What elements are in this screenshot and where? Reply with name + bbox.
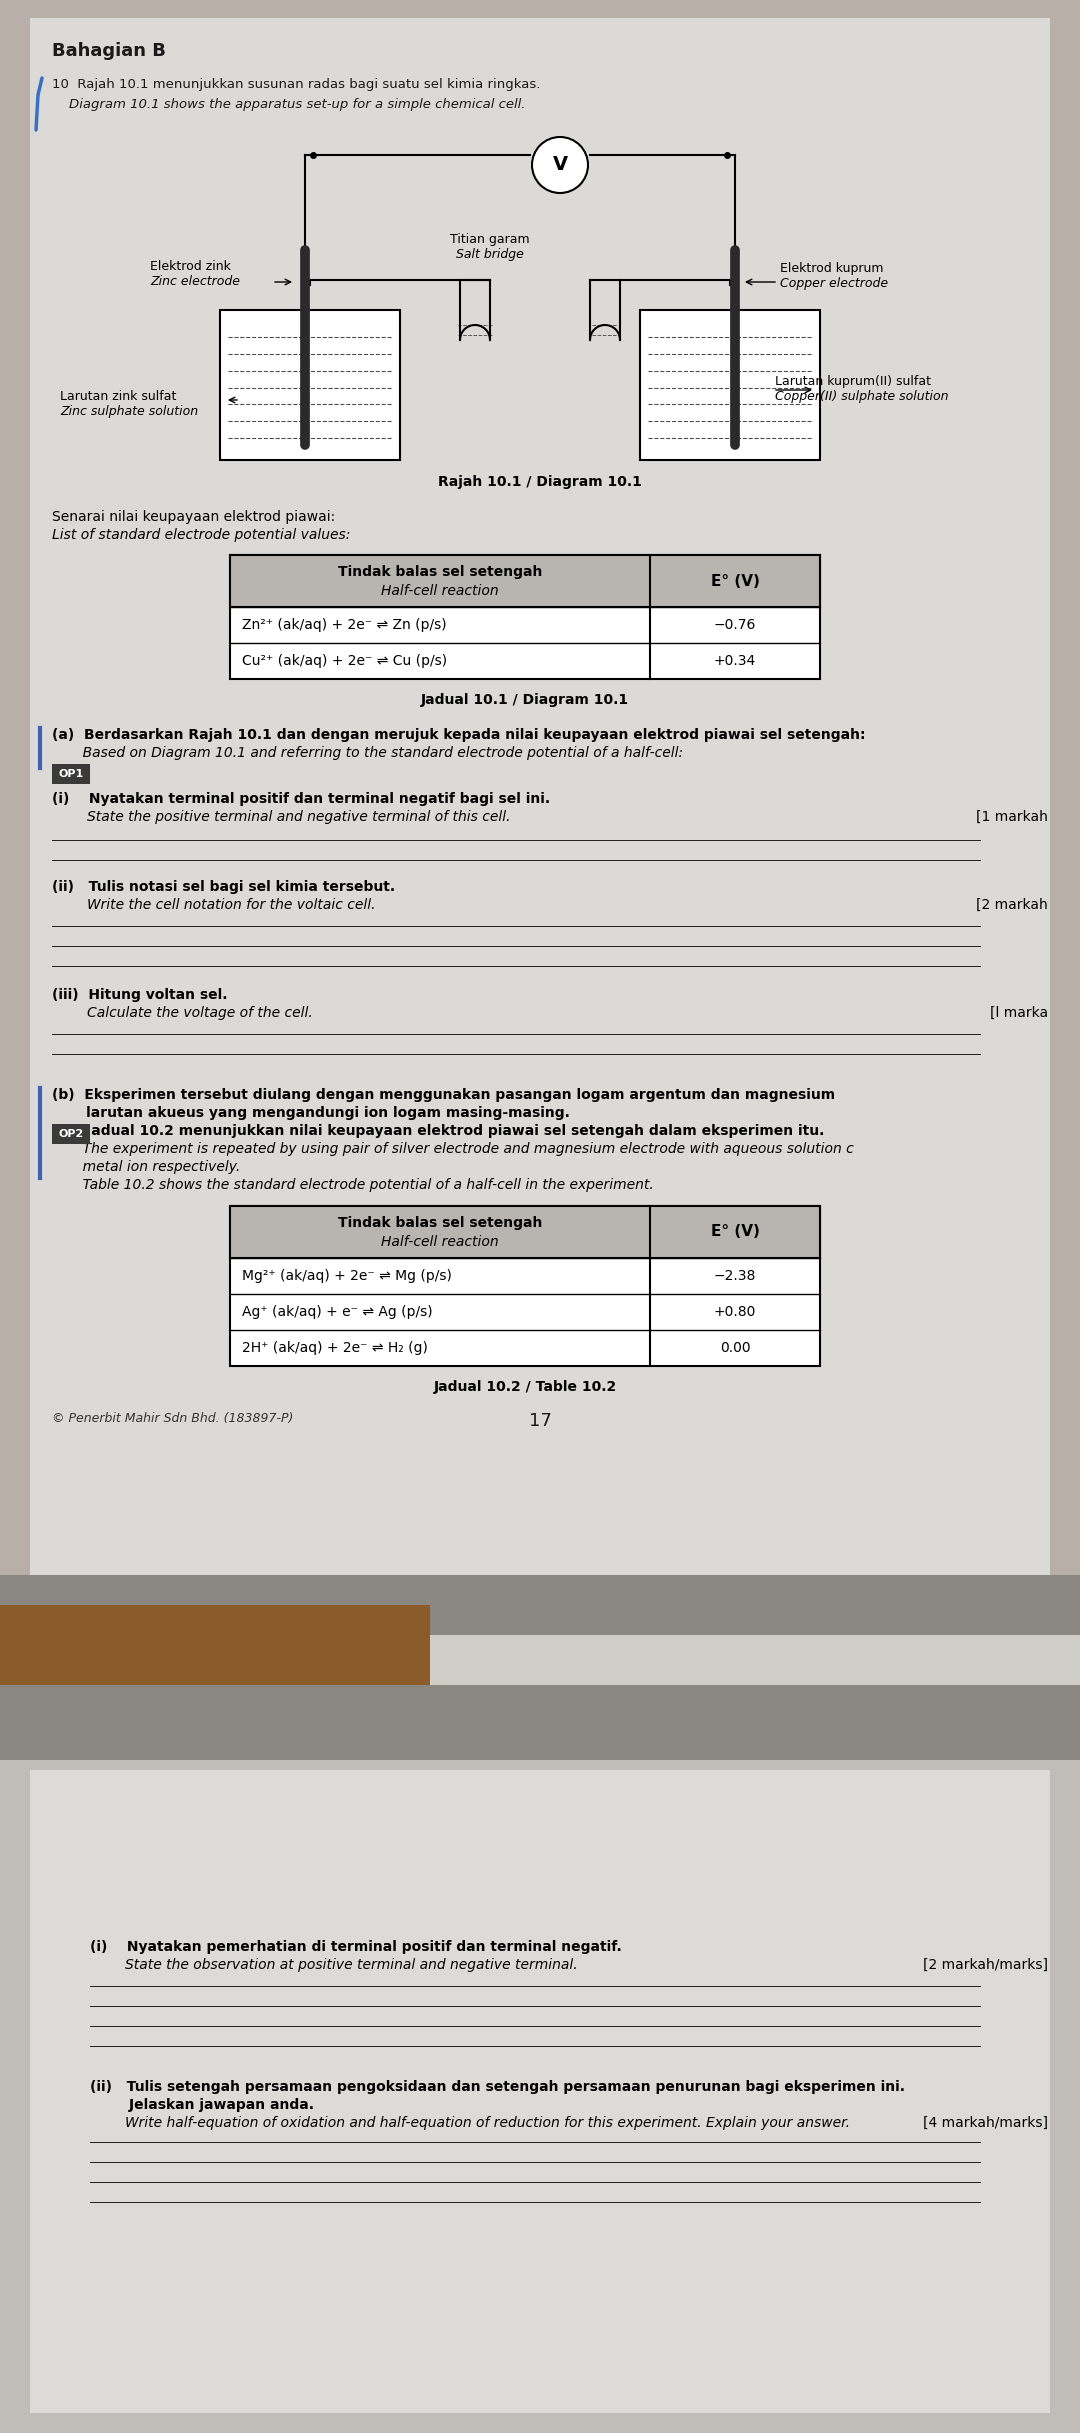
Text: OP2: OP2 xyxy=(58,1129,83,1139)
Text: Calculate the voltage of the cell.: Calculate the voltage of the cell. xyxy=(52,1005,313,1019)
Text: E° (V): E° (V) xyxy=(711,574,759,589)
Text: Tindak balas sel setengah: Tindak balas sel setengah xyxy=(338,564,542,579)
Text: Half-cell reaction: Half-cell reaction xyxy=(381,1236,499,1248)
Text: Ag⁺ (ak/aq) + e⁻ ⇌ Ag (p/s): Ag⁺ (ak/aq) + e⁻ ⇌ Ag (p/s) xyxy=(242,1304,433,1319)
Bar xyxy=(0,1574,1080,1759)
Text: [l marka: [l marka xyxy=(990,1005,1048,1019)
Text: Elektrod kuprum: Elektrod kuprum xyxy=(780,263,883,275)
Text: Larutan kuprum(II) sulfat: Larutan kuprum(II) sulfat xyxy=(775,375,931,387)
Text: State the positive terminal and negative terminal of this cell.: State the positive terminal and negative… xyxy=(52,810,511,825)
Text: larutan akueus yang mengandungi ion logam masing-masing.: larutan akueus yang mengandungi ion loga… xyxy=(52,1107,570,1119)
Circle shape xyxy=(532,136,588,192)
Text: (i)    Nyatakan pemerhatian di terminal positif dan terminal negatif.: (i) Nyatakan pemerhatian di terminal pos… xyxy=(90,1939,622,1954)
Text: Titian garam: Titian garam xyxy=(450,234,530,246)
Text: 10  Rajah 10.1 menunjukkan susunan radas bagi suatu sel kimia ringkas.: 10 Rajah 10.1 menunjukkan susunan radas … xyxy=(52,78,540,90)
Text: E° (V): E° (V) xyxy=(711,1224,759,1238)
Bar xyxy=(30,17,1050,1579)
Bar xyxy=(430,1635,1080,1686)
Text: The experiment is repeated by using pair of silver electrode and magnesium elect: The experiment is repeated by using pair… xyxy=(52,1141,854,1156)
Bar xyxy=(0,1759,1080,2433)
Text: 0.00: 0.00 xyxy=(719,1341,751,1355)
Text: V: V xyxy=(553,156,568,175)
Text: Jadual 10.2 menunjukkan nilai keupayaan elektrod piawai sel setengah dalam ekspe: Jadual 10.2 menunjukkan nilai keupayaan … xyxy=(52,1124,824,1139)
Text: State the observation at positive terminal and negative terminal.: State the observation at positive termin… xyxy=(90,1959,578,1973)
Text: (a)  Berdasarkan Rajah 10.1 dan dengan merujuk kepada nilai keupayaan elektrod p: (a) Berdasarkan Rajah 10.1 dan dengan me… xyxy=(52,727,865,742)
Text: Senarai nilai keupayaan elektrod piawai:: Senarai nilai keupayaan elektrod piawai: xyxy=(52,511,335,523)
Text: 17: 17 xyxy=(528,1411,552,1431)
Text: Rajah 10.1 / Diagram 10.1: Rajah 10.1 / Diagram 10.1 xyxy=(438,474,642,489)
Text: OP1: OP1 xyxy=(58,769,83,779)
Text: Based on Diagram 10.1 and referring to the standard electrode potential of a hal: Based on Diagram 10.1 and referring to t… xyxy=(52,747,684,759)
Text: Zinc sulphate solution: Zinc sulphate solution xyxy=(60,404,198,418)
Text: Cu²⁺ (ak/aq) + 2e⁻ ⇌ Cu (p/s): Cu²⁺ (ak/aq) + 2e⁻ ⇌ Cu (p/s) xyxy=(242,654,447,669)
Text: +0.80: +0.80 xyxy=(714,1304,756,1319)
Text: (i)    Nyatakan terminal positif dan terminal negatif bagi sel ini.: (i) Nyatakan terminal positif dan termin… xyxy=(52,793,550,805)
Text: 2H⁺ (ak/aq) + 2e⁻ ⇌ H₂ (g): 2H⁺ (ak/aq) + 2e⁻ ⇌ H₂ (g) xyxy=(242,1341,428,1355)
Text: (ii)   Tulis notasi sel bagi sel kimia tersebut.: (ii) Tulis notasi sel bagi sel kimia ter… xyxy=(52,881,395,893)
Bar xyxy=(0,1606,430,1686)
Text: Elektrod zink: Elektrod zink xyxy=(150,260,231,272)
Bar xyxy=(0,0,1080,1591)
Text: Jadual 10.1 / Diagram 10.1: Jadual 10.1 / Diagram 10.1 xyxy=(421,693,629,708)
Text: Larutan zink sulfat: Larutan zink sulfat xyxy=(60,389,176,404)
Bar xyxy=(230,555,820,679)
Bar xyxy=(230,1207,820,1365)
Text: Write the cell notation for the voltaic cell.: Write the cell notation for the voltaic … xyxy=(52,898,376,912)
Text: Zn²⁺ (ak/aq) + 2e⁻ ⇌ Zn (p/s): Zn²⁺ (ak/aq) + 2e⁻ ⇌ Zn (p/s) xyxy=(242,618,447,633)
Bar xyxy=(230,555,820,606)
Bar xyxy=(220,309,400,460)
Text: Mg²⁺ (ak/aq) + 2e⁻ ⇌ Mg (p/s): Mg²⁺ (ak/aq) + 2e⁻ ⇌ Mg (p/s) xyxy=(242,1270,451,1282)
Text: metal ion respectively.: metal ion respectively. xyxy=(52,1161,240,1175)
Text: (iii)  Hitung voltan sel.: (iii) Hitung voltan sel. xyxy=(52,988,228,1002)
Bar xyxy=(52,1124,90,1144)
Text: Salt bridge: Salt bridge xyxy=(456,248,524,260)
Text: Half-cell reaction: Half-cell reaction xyxy=(381,584,499,599)
Text: [1 markah: [1 markah xyxy=(976,810,1048,825)
Bar xyxy=(640,309,820,460)
Text: (b)  Eksperimen tersebut diulang dengan menggunakan pasangan logam argentum dan : (b) Eksperimen tersebut diulang dengan m… xyxy=(52,1088,835,1102)
Bar xyxy=(230,1207,820,1258)
Text: List of standard electrode potential values:: List of standard electrode potential val… xyxy=(52,528,350,543)
Text: Bahagian B: Bahagian B xyxy=(52,41,166,61)
Text: Jadual 10.2 / Table 10.2: Jadual 10.2 / Table 10.2 xyxy=(433,1380,617,1394)
Text: −0.76: −0.76 xyxy=(714,618,756,633)
Bar xyxy=(52,764,90,783)
Text: Tindak balas sel setengah: Tindak balas sel setengah xyxy=(338,1216,542,1231)
Text: +0.34: +0.34 xyxy=(714,654,756,669)
Text: Table 10.2 shows the standard electrode potential of a half-cell in the experime: Table 10.2 shows the standard electrode … xyxy=(52,1178,653,1192)
Text: [2 markah/marks]: [2 markah/marks] xyxy=(923,1959,1048,1973)
Text: (ii)   Tulis setengah persamaan pengoksidaan dan setengah persamaan penurunan ba: (ii) Tulis setengah persamaan pengoksida… xyxy=(90,2080,905,2095)
Text: Diagram 10.1 shows the apparatus set-up for a simple chemical cell.: Diagram 10.1 shows the apparatus set-up … xyxy=(52,97,526,112)
Text: [4 markah/marks]: [4 markah/marks] xyxy=(923,2117,1048,2129)
Text: Copper(II) sulphate solution: Copper(II) sulphate solution xyxy=(775,389,948,404)
Text: Write half-equation of oxidation and half-equation of reduction for this experim: Write half-equation of oxidation and hal… xyxy=(90,2117,850,2129)
Text: Copper electrode: Copper electrode xyxy=(780,277,888,290)
Text: [2 markah: [2 markah xyxy=(976,898,1048,912)
Text: −2.38: −2.38 xyxy=(714,1270,756,1282)
Text: Zinc electrode: Zinc electrode xyxy=(150,275,240,287)
Text: Jelaskan jawapan anda.: Jelaskan jawapan anda. xyxy=(90,2097,314,2112)
Bar xyxy=(30,1769,1050,2414)
Text: © Penerbit Mahir Sdn Bhd. (183897-P): © Penerbit Mahir Sdn Bhd. (183897-P) xyxy=(52,1411,294,1426)
